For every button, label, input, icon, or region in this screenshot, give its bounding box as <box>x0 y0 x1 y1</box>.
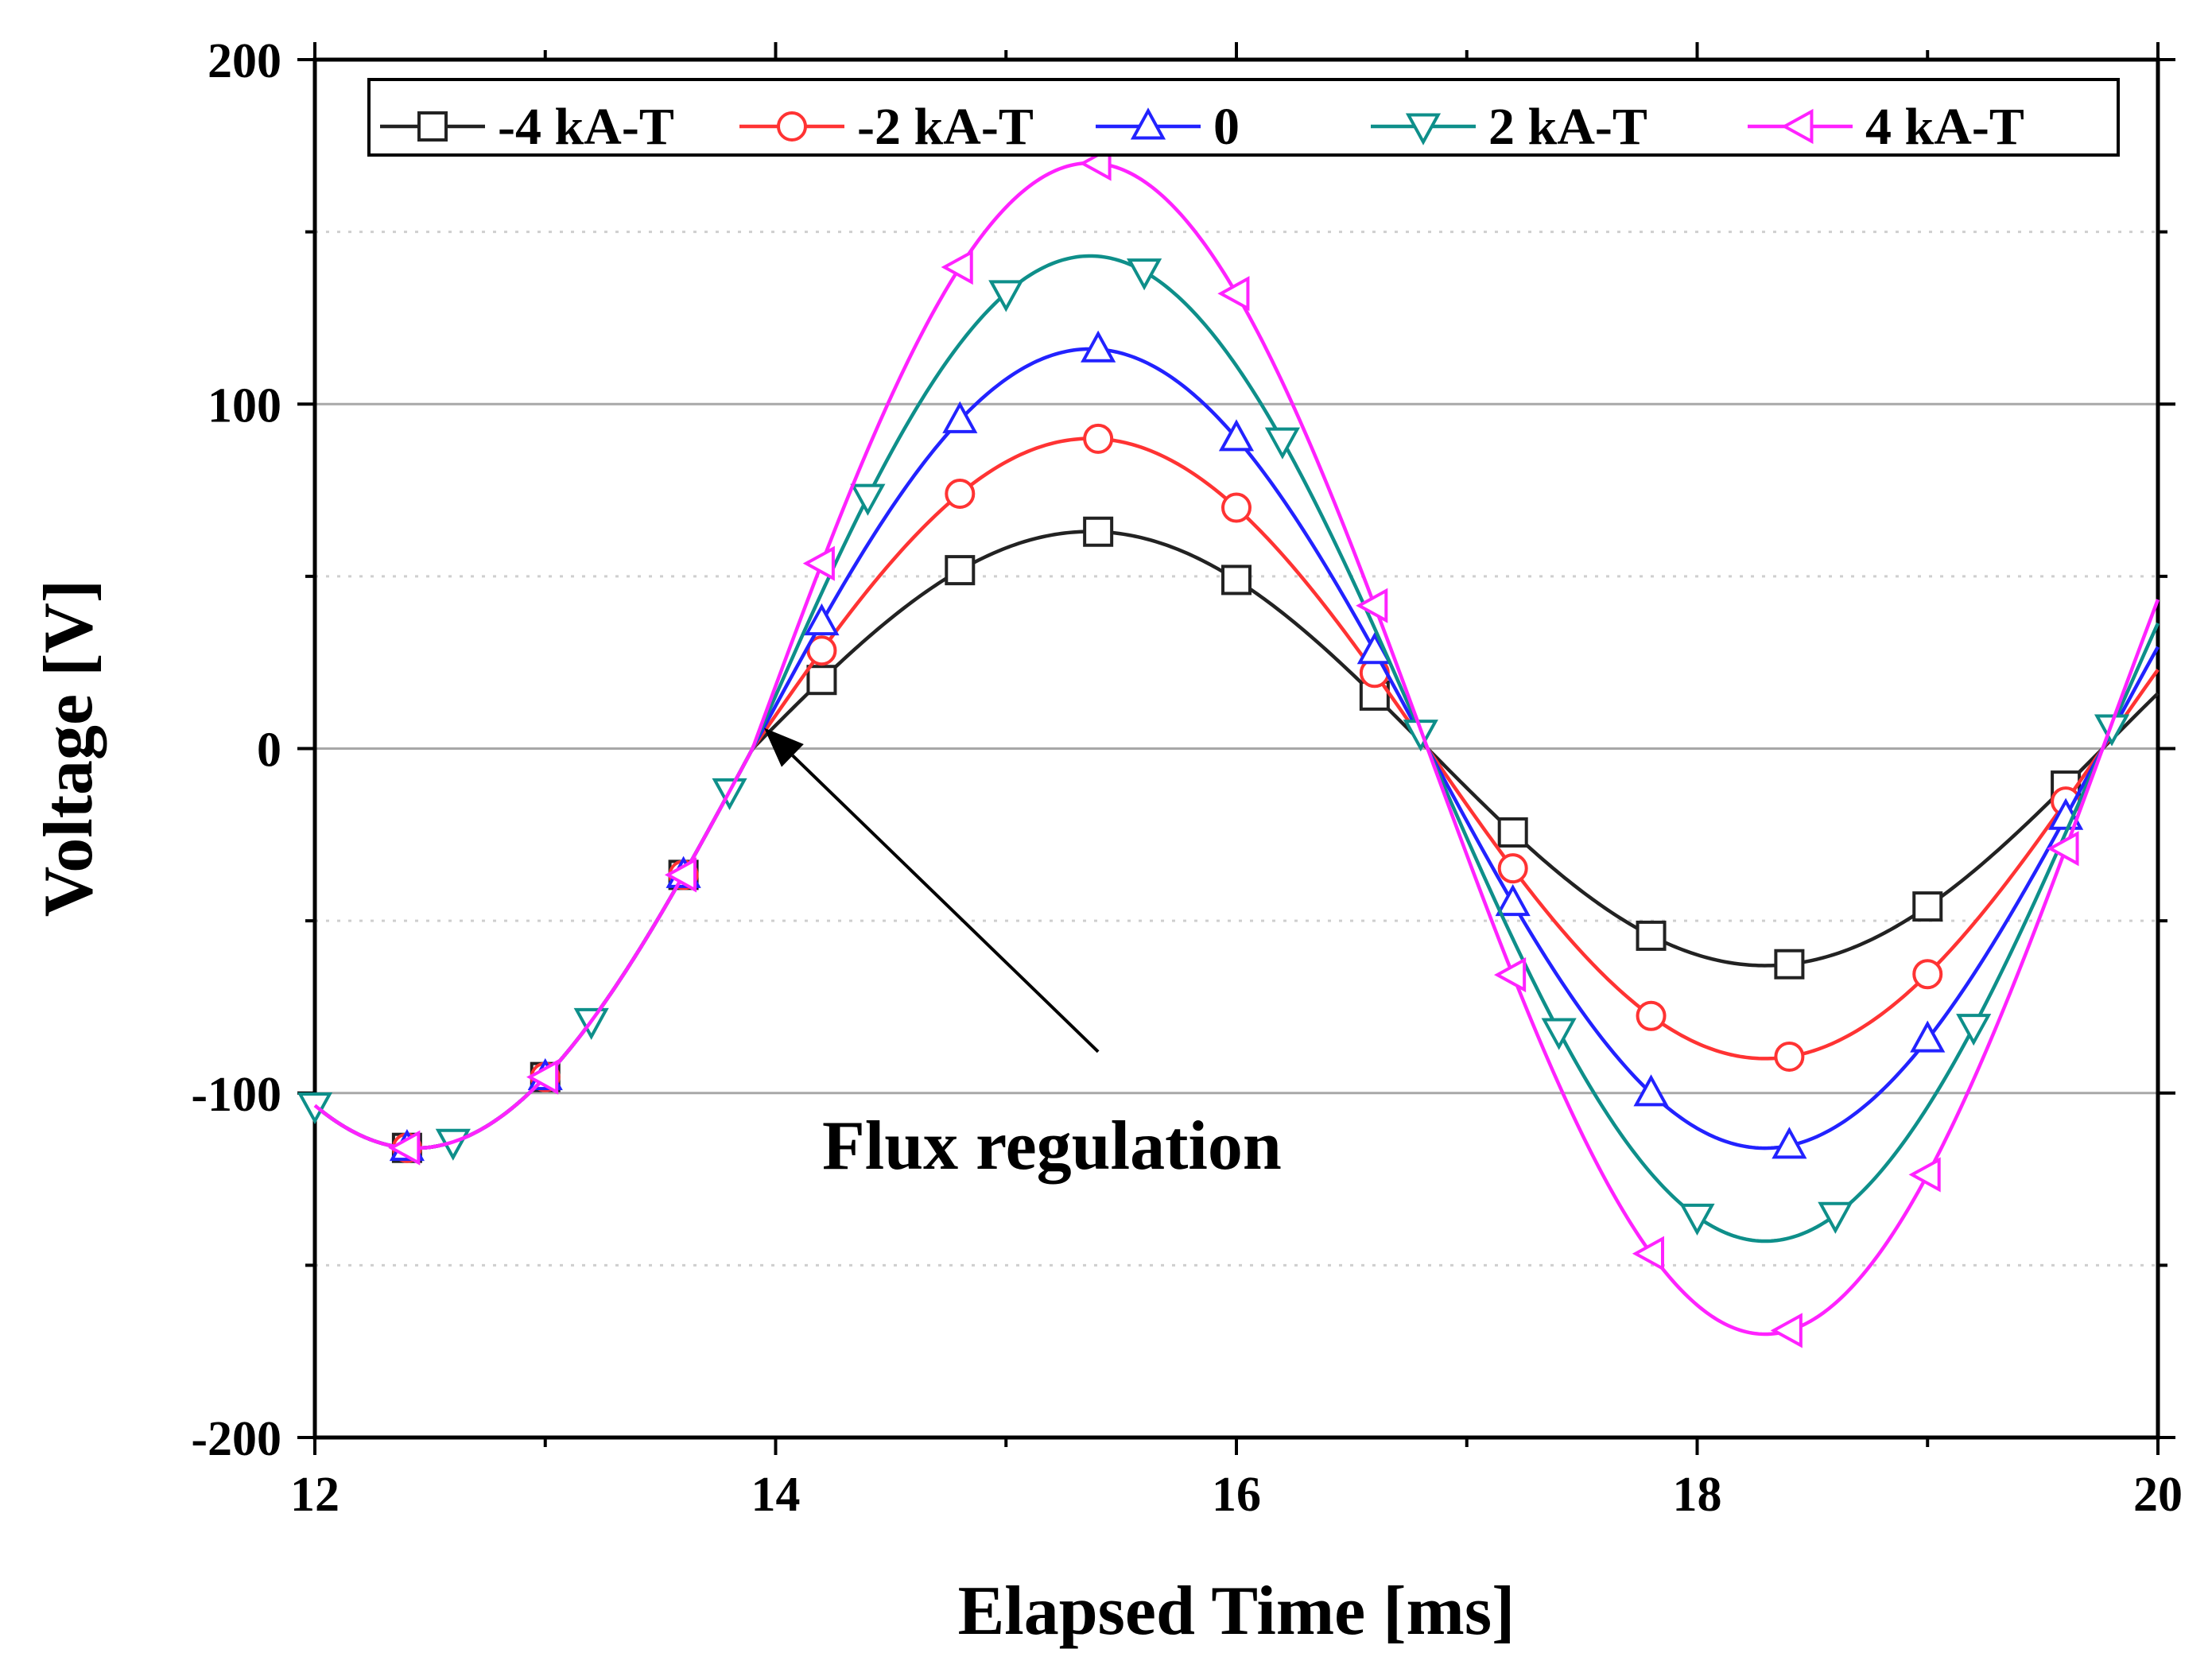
legend-marker <box>1781 108 1814 145</box>
legend-label: -2 kA-T <box>857 98 1034 156</box>
series-marker <box>1541 1018 1577 1050</box>
x-tick-label: 16 <box>1212 1468 1261 1522</box>
series-marker <box>850 483 886 516</box>
series-marker <box>1774 949 1805 980</box>
legend: -4 kA-T -2 kA-T 0 2 kA-T 4 kA-T <box>367 78 2120 157</box>
series-marker <box>988 280 1024 312</box>
legend-label: -4 kA-T <box>498 98 674 156</box>
series-marker <box>1912 891 1943 922</box>
series-marker <box>526 1059 559 1095</box>
series-marker <box>945 478 976 509</box>
series-marker <box>806 635 837 666</box>
series-marker <box>1356 588 1388 623</box>
series-marker <box>1081 330 1116 363</box>
series-marker <box>1956 1014 1992 1046</box>
legend-box <box>367 78 2120 157</box>
x-tick-label: 18 <box>1673 1468 1722 1522</box>
series-marker <box>2047 831 2079 867</box>
legend-entry: 0 <box>1096 98 1240 156</box>
series-marker <box>1495 883 1531 917</box>
series-marker <box>2094 714 2130 747</box>
series-marker <box>804 603 840 636</box>
series-marker <box>1218 419 1255 452</box>
series-marker <box>1636 1000 1667 1031</box>
legend-marker <box>417 111 448 142</box>
series-marker <box>1221 565 1252 596</box>
y-tick-label: 0 <box>257 724 281 778</box>
series-marker <box>1770 1313 1803 1348</box>
series-marker <box>1818 1201 1853 1234</box>
legend-label: 2 kA-T <box>1488 98 1647 156</box>
series-marker <box>1264 427 1301 460</box>
legend-entry: -2 kA-T <box>739 98 1034 156</box>
legend-entry: -4 kA-T <box>380 98 674 156</box>
x-tick-label: 14 <box>751 1468 801 1522</box>
legend-marker <box>777 111 807 142</box>
series-marker <box>1497 853 1528 884</box>
series-marker <box>1774 1041 1805 1072</box>
y-tick-label: 100 <box>208 378 281 433</box>
x-tick-label: 20 <box>2133 1468 2183 1522</box>
series-marker <box>941 249 973 285</box>
legend-entry: 4 kA-T <box>1748 98 2024 156</box>
y-tick-label: 200 <box>208 34 281 88</box>
series-marker <box>1632 1236 1664 1271</box>
series-marker <box>1217 276 1250 312</box>
gridlines <box>315 231 2158 1267</box>
y-tick-label: -100 <box>191 1068 281 1122</box>
x-axis-title: Elapsed Time [ms] <box>958 1573 1515 1650</box>
series-marker <box>1908 1157 1941 1193</box>
series-marker <box>1633 1074 1669 1107</box>
legend-entry: 2 kA-T <box>1371 98 1647 156</box>
flux-regulation-arrowhead <box>764 727 804 767</box>
series-marker <box>806 665 837 696</box>
series-marker <box>1910 1020 1946 1053</box>
series-marker <box>1636 920 1667 951</box>
series-marker <box>1912 959 1943 990</box>
legend-marker <box>1405 113 1442 145</box>
series-marker <box>1493 957 1527 993</box>
series-marker <box>945 555 976 586</box>
series-marker <box>1679 1203 1715 1236</box>
x-tick-label: 12 <box>290 1468 340 1522</box>
flux-regulation-arrow <box>791 754 1100 1053</box>
series-marker <box>1083 423 1114 454</box>
legend-label: 4 kA-T <box>1865 98 2024 156</box>
axis-tick-labels: 12 14 16 18 20 -200 -100 0 100 200 <box>191 34 2183 1522</box>
series-marker <box>942 401 978 433</box>
series-marker <box>1083 516 1114 547</box>
series-marker <box>1497 817 1528 848</box>
series-marker <box>664 857 697 893</box>
series-marker <box>1127 258 1162 291</box>
y-axis-title: Voltage [V] <box>30 580 107 917</box>
legend-marker <box>1130 107 1166 140</box>
y-tick-label: -200 <box>191 1412 281 1466</box>
series-marker <box>388 1130 421 1166</box>
series-4-ka-t <box>313 145 2160 1348</box>
series-marker <box>1772 1127 1807 1159</box>
data-series <box>297 145 2160 1348</box>
series-marker <box>1221 492 1252 523</box>
legend-label: 0 <box>1213 98 1240 156</box>
flux-regulation-label: Flux regulation <box>822 1108 1282 1185</box>
series-marker <box>802 545 835 581</box>
annotation: Flux regulation <box>764 727 1282 1185</box>
